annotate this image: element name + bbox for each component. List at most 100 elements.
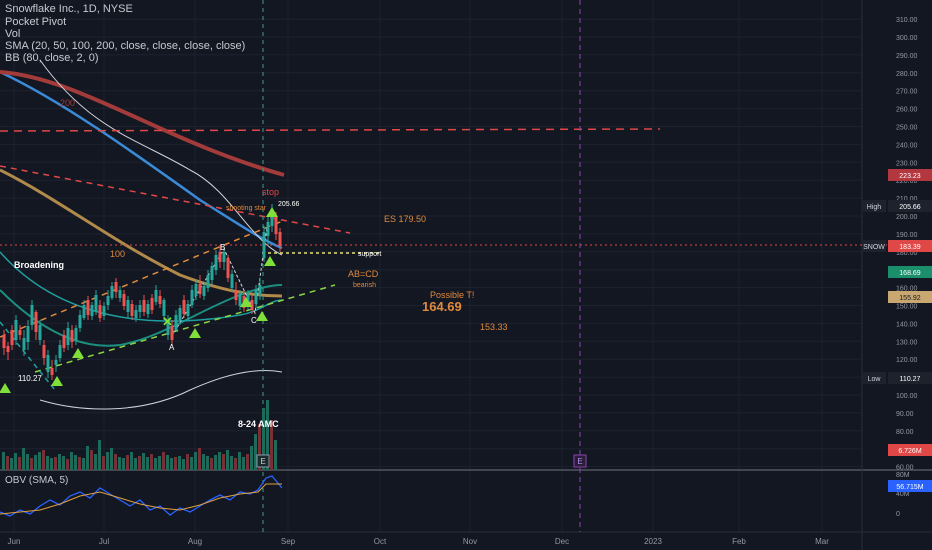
pocket-pivot-marker (51, 376, 63, 386)
time-tick-label: 2023 (644, 537, 662, 546)
price-tag-bg (888, 444, 932, 456)
obv-tick-label: 0 (896, 511, 900, 518)
obv-sma-line (0, 483, 282, 515)
volume-bar (14, 453, 17, 470)
price-tag-bg (888, 372, 932, 384)
time-tick-label: Aug (188, 537, 202, 546)
candle-body (194, 284, 198, 296)
candle-body (74, 328, 78, 340)
candle-body (122, 294, 126, 306)
candle-body (166, 320, 170, 335)
price-tick-label: 230.00 (896, 160, 918, 167)
legend-symbol[interactable]: Snowflake Inc., 1D, NYSE (5, 3, 133, 15)
volume-bar (26, 454, 29, 470)
volume-bar (214, 455, 217, 470)
volume-bar (198, 448, 201, 470)
legend-obv[interactable]: OBV (SMA, 5) (5, 475, 69, 486)
volume-bar (50, 458, 53, 470)
legend-sma[interactable]: SMA (20, 50, 100, 200, close, close, clo… (5, 40, 246, 52)
volume-bar (114, 454, 117, 470)
annotations: stop shooting star 205.66 ES 179.50 support A… (14, 98, 587, 468)
pocket-pivot-marker (0, 383, 11, 393)
legend-bb[interactable]: BB (80, close, 2, 0) (5, 52, 99, 64)
time-tick-label: Jul (99, 537, 109, 546)
resistance-line (0, 165, 351, 234)
time-tick-label: Mar (815, 537, 829, 546)
sma-200-label: 200 (60, 98, 75, 108)
candle-body (146, 304, 150, 314)
candle-body (278, 232, 282, 246)
volume-bar (158, 456, 161, 470)
volume-bar (6, 456, 9, 470)
time-tick-label: Oct (374, 537, 387, 546)
sma-20-line (0, 284, 283, 347)
volume-bar (154, 458, 157, 470)
price-tick-label: 250.00 (896, 125, 918, 132)
earnings-label: 8-24 AMC (238, 419, 279, 429)
volume-bar (34, 455, 37, 470)
candle-body (118, 290, 122, 298)
candle-body (30, 305, 34, 325)
pocket-pivot-markers: ✕ (0, 207, 278, 393)
volume-bar (202, 454, 205, 470)
abcd-pattern (171, 219, 269, 337)
volume-bar (226, 450, 229, 470)
horizontal-target-line (0, 128, 661, 132)
price-tick-label: 260.00 (896, 107, 918, 114)
volume-bar (70, 452, 73, 470)
pocket-pivot-marker (266, 207, 278, 217)
price-tag-value: 56.715M (896, 484, 923, 491)
volume-bar (206, 456, 209, 470)
candle-body (178, 308, 182, 320)
volume-bar (106, 452, 109, 470)
time-tick-label: Nov (463, 537, 477, 546)
price-tags: 223.23 High 205.66 SNOW 183.39 168.69 155.92 Lo… (862, 169, 932, 492)
volume-bar (162, 452, 165, 470)
candle-body (230, 274, 234, 288)
candle-body (22, 338, 26, 350)
legend-volume[interactable]: Vol (5, 28, 21, 40)
bearish-label: bearish (353, 282, 376, 289)
volume-bar (174, 457, 177, 470)
price-tag-value: 6.726M (898, 448, 922, 455)
pocket-pivot-marker (256, 311, 268, 321)
volume-bar (254, 434, 257, 470)
volume-bar (62, 456, 65, 470)
candlesticks (2, 204, 282, 380)
high-label: 205.66 (278, 201, 300, 208)
volume-bar (186, 454, 189, 470)
volume-bar (38, 452, 41, 470)
candle-body (134, 310, 138, 318)
price-tag-value: 168.69 (899, 270, 921, 277)
price-tag-bg (888, 200, 932, 212)
legend-pocket-pivot[interactable]: Pocket Pivot (5, 16, 67, 28)
candle-body (250, 300, 254, 310)
price-tag-value: 155.92 (899, 295, 921, 302)
volume-bar (178, 456, 181, 470)
time-tick-label: Jun (8, 537, 21, 546)
candle-body (238, 294, 242, 306)
time-axis[interactable]: Jun Jul Aug Sep Oct Nov Dec 2023 Feb Mar (8, 537, 830, 546)
candle-body (126, 300, 130, 312)
pocket-pivot-marker (264, 256, 276, 266)
price-tag-label-bg (862, 372, 886, 384)
candle-body (254, 290, 258, 304)
price-tag-label: SNOW (863, 244, 885, 251)
candle-body (82, 305, 86, 318)
price-tick-label: 160.00 (896, 286, 918, 293)
overlay-lines (0, 0, 932, 532)
candle-body (42, 345, 46, 358)
price-tag-label-bg (862, 200, 886, 212)
price-tick-label: 240.00 (896, 142, 918, 149)
volume-bar (74, 455, 77, 470)
price-tick-label: 210.00 (896, 196, 918, 203)
bb-basis-line (0, 251, 283, 322)
earnings-marker (573, 454, 587, 468)
candle-body (10, 330, 14, 345)
candle-body (70, 330, 74, 342)
sma-50-line (0, 168, 283, 298)
broadening-upper-line (0, 219, 286, 338)
